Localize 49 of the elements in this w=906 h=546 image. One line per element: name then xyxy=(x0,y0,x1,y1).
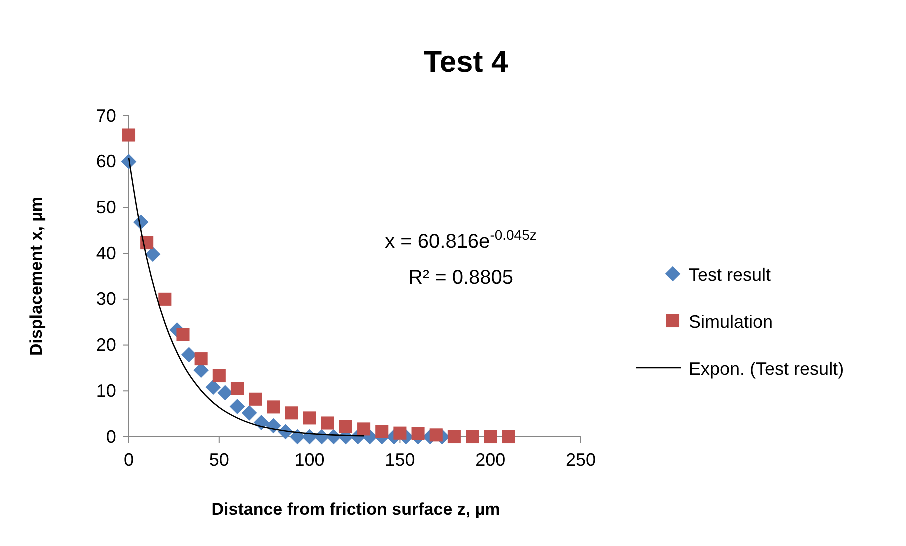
annotation: x = 60.816e$^{-0.045z}$ xyxy=(385,227,537,253)
y-axis-title: Displacement x, µm xyxy=(27,196,46,356)
point xyxy=(122,128,136,142)
point xyxy=(176,328,190,342)
x-tick-label: 100 xyxy=(294,450,325,470)
point xyxy=(430,428,443,442)
annotation: R² = 0.8805 xyxy=(408,267,514,289)
point xyxy=(448,430,461,444)
point xyxy=(230,399,246,414)
point xyxy=(230,382,244,396)
legend-label: Test result xyxy=(689,265,772,285)
point xyxy=(339,420,352,434)
point xyxy=(484,430,498,444)
point xyxy=(466,430,480,444)
point xyxy=(358,422,371,436)
point xyxy=(266,418,282,434)
y-tick-label: 0 xyxy=(106,426,116,447)
y-tick-label: 20 xyxy=(96,335,116,356)
point xyxy=(394,426,407,440)
legend-label: Simulation xyxy=(689,312,774,332)
y-tick-label: 10 xyxy=(96,380,116,401)
point xyxy=(212,369,226,383)
y-tick-label: 50 xyxy=(96,197,116,218)
y-tick-label: 60 xyxy=(96,152,116,172)
x-tick-label: 250 xyxy=(566,450,596,470)
point xyxy=(412,427,425,440)
y-tick-label: 30 xyxy=(96,289,116,310)
point xyxy=(194,352,208,366)
point xyxy=(182,347,197,363)
x-tick-label: 0 xyxy=(124,450,134,470)
y-tick-label: 40 xyxy=(96,243,116,264)
point xyxy=(158,292,172,306)
x-axis-title: Distance from friction surface z, µm xyxy=(212,500,500,519)
x-tick-label: 150 xyxy=(385,450,416,470)
point xyxy=(376,425,389,438)
point xyxy=(321,416,334,430)
y-tick-label: 70 xyxy=(96,106,116,126)
point xyxy=(267,400,280,414)
point xyxy=(206,380,222,396)
x-tick-label: 200 xyxy=(476,450,506,470)
legend-label: Expon. (Test result) xyxy=(689,359,844,379)
point xyxy=(303,412,316,425)
point xyxy=(242,405,258,421)
point xyxy=(502,430,516,444)
point xyxy=(285,406,298,420)
point xyxy=(249,392,262,406)
point xyxy=(145,246,161,262)
chart-title: Test 4 xyxy=(424,46,509,79)
x-tick-label: 50 xyxy=(209,450,230,470)
